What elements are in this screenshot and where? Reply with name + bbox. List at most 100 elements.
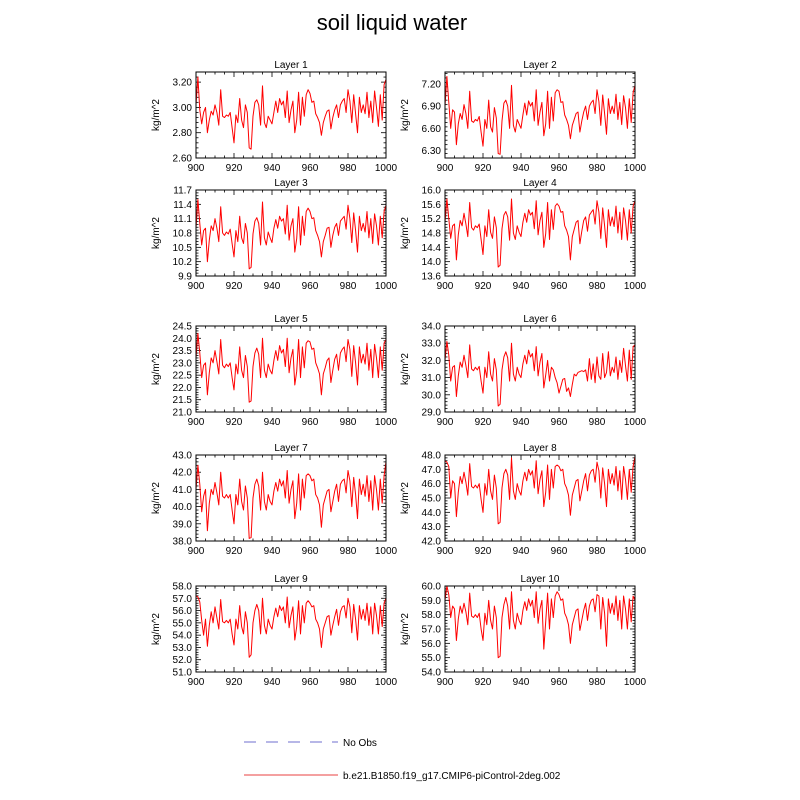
panel-3-ytick-label: 10.8 <box>173 229 193 240</box>
panel-2-ytick-label: 6.60 <box>422 124 442 135</box>
panel-10-ytick-label: 56.0 <box>422 639 442 650</box>
panel-10-xtick-label: 940 <box>513 677 530 688</box>
panel-1-ylabel: kg/m^2 <box>151 99 162 131</box>
panel-8-frame <box>444 454 636 542</box>
panel-8-ytick-label: 45.0 <box>422 494 442 505</box>
panel-8-ytick-label: 47.0 <box>422 465 442 476</box>
panel-8-series-line <box>444 456 636 525</box>
panel-5-ytick-label: 23.5 <box>173 346 193 357</box>
panel-9-xtick-label: 900 <box>188 677 205 688</box>
panel-4-ytick-label: 14.4 <box>422 243 442 254</box>
panel-6-xtick-label: 920 <box>475 417 492 428</box>
panel-7-xtick-label: 960 <box>302 546 319 557</box>
panel-5-title: Layer 5 <box>274 314 308 325</box>
panel-2-xtick-label: 920 <box>475 163 492 174</box>
panel-3-ytick-label: 10.2 <box>173 257 193 268</box>
legend-label-model: b.e21.B1850.f19_g17.CMIP6-piControl-2deg… <box>343 771 561 782</box>
panel-9-xtick-label: 920 <box>226 677 243 688</box>
panel-1-xtick-label: 900 <box>188 163 205 174</box>
panel-4-xtick-label: 900 <box>437 281 454 292</box>
panel-7-ylabel: kg/m^2 <box>151 482 162 514</box>
panel-9-xtick-label: 940 <box>264 677 281 688</box>
panel-8-ytick-label: 42.0 <box>422 537 442 548</box>
panel-9-ytick-label: 53.0 <box>173 643 193 654</box>
panel-6-ytick-label: 29.0 <box>422 408 442 419</box>
panel-4-xtick-label: 960 <box>551 281 568 292</box>
panel-2-xtick-label: 940 <box>513 163 530 174</box>
panel-8-xtick-label: 980 <box>589 546 606 557</box>
panel-6-series-line <box>444 340 636 407</box>
panel-6-ytick-label: 32.0 <box>422 356 442 367</box>
panel-1-title: Layer 1 <box>274 60 308 71</box>
panel-1-ytick-label: 3.00 <box>173 103 193 114</box>
panel-9-xtick-label: 1000 <box>375 677 398 688</box>
panel-5-ytick-label: 23.0 <box>173 358 193 369</box>
panel-6-xtick-label: 940 <box>513 417 530 428</box>
panel-9-title: Layer 9 <box>274 574 308 585</box>
panel-7-xtick-label: 1000 <box>375 546 398 557</box>
panel-10-frame <box>444 585 636 673</box>
panel-6: Layer 6 kg/m^2 900 920 940 960 980 1000 29.0 30.0… <box>400 314 647 428</box>
panel-4-title: Layer 4 <box>523 178 557 189</box>
panel-5-series-line <box>195 332 387 403</box>
panel-3: Layer 3 kg/m^2 900 920 940 960 980 1000 9.9 10.2 1… <box>151 178 398 292</box>
panel-9-xtick-label: 980 <box>340 677 357 688</box>
panel-3-xtick-label: 900 <box>188 281 205 292</box>
panel-5-ytick-label: 24.0 <box>173 334 193 345</box>
panel-10-title: Layer 10 <box>521 574 560 585</box>
panel-9-ytick-label: 52.0 <box>173 655 193 666</box>
panel-2: Layer 2 kg/m^2 900 920 940 960 980 1000 6.30 6.60… <box>400 60 647 174</box>
panel-10-xtick-label: 900 <box>437 677 454 688</box>
panel-3-series-line <box>195 199 387 270</box>
panel-3-ylabel: kg/m^2 <box>151 217 162 249</box>
panel-10-series-line <box>444 585 636 659</box>
panel-2-ytick-label: 7.20 <box>422 79 442 90</box>
panel-2-xtick-label: 960 <box>551 163 568 174</box>
panel-9: Layer 9 kg/m^2 900 920 940 960 980 1000 51.0 52.0… <box>151 574 398 688</box>
panel-1: Layer 1 kg/m^2 900 920 940 960 980 1000 2.60 2.80… <box>151 60 398 174</box>
panel-4-xtick-label: 1000 <box>624 281 647 292</box>
panel-1-xtick-label: 980 <box>340 163 357 174</box>
panel-4-frame <box>444 189 636 277</box>
panel-1-frame <box>195 71 387 159</box>
panel-3-xtick-label: 980 <box>340 281 357 292</box>
panel-7-ytick-label: 39.0 <box>173 519 193 530</box>
panel-9-ytick-label: 56.0 <box>173 606 193 617</box>
panel-1-xtick-label: 940 <box>264 163 281 174</box>
legend: No Obs b.e21.B1850.f19_g17.CMIP6-piContr… <box>244 738 561 782</box>
panel-10: Layer 10 kg/m^2 900 920 940 960 980 1000 54.0 55.… <box>400 574 647 688</box>
panel-5-xtick-label: 920 <box>226 417 243 428</box>
panel-5-xtick-label: 1000 <box>375 417 398 428</box>
panel-4-ylabel: kg/m^2 <box>400 217 411 249</box>
panel-6-ytick-label: 31.0 <box>422 373 442 384</box>
panel-4: Layer 4 kg/m^2 900 920 940 960 980 1000 13.6 14.0… <box>400 178 647 292</box>
panel-8-ytick-label: 48.0 <box>422 451 442 462</box>
panel-3-ytick-label: 11.7 <box>173 186 192 197</box>
panel-7-xtick-label: 900 <box>188 546 205 557</box>
panel-2-ylabel: kg/m^2 <box>400 99 411 131</box>
panel-2-frame <box>444 71 636 159</box>
panel-6-xtick-label: 900 <box>437 417 454 428</box>
panel-1-ytick-label: 3.20 <box>173 78 193 89</box>
panel-7-xtick-label: 920 <box>226 546 243 557</box>
panel-5-ylabel: kg/m^2 <box>151 353 162 385</box>
panel-4-xtick-label: 980 <box>589 281 606 292</box>
panel-9-ytick-label: 58.0 <box>173 582 193 593</box>
panel-10-ytick-label: 59.0 <box>422 596 442 607</box>
legend-label-no-obs: No Obs <box>343 738 377 749</box>
panel-5-ytick-label: 21.0 <box>173 408 193 419</box>
panel-10-xtick-label: 960 <box>551 677 568 688</box>
panel-8-title: Layer 8 <box>523 443 557 454</box>
panel-8-xtick-label: 1000 <box>624 546 647 557</box>
panel-8: Layer 8 kg/m^2 900 920 940 960 980 1000 42.0 43.0… <box>400 443 647 557</box>
panel-3-ytick-label: 11.1 <box>173 214 192 225</box>
panel-8-ylabel: kg/m^2 <box>400 482 411 514</box>
panel-6-xtick-label: 960 <box>551 417 568 428</box>
panel-4-ytick-label: 14.8 <box>422 229 442 240</box>
panel-7-ytick-label: 41.0 <box>173 485 193 496</box>
panel-7-xtick-label: 940 <box>264 546 281 557</box>
panel-8-xtick-label: 920 <box>475 546 492 557</box>
panel-7-xtick-label: 980 <box>340 546 357 557</box>
figure-title: soil liquid water <box>317 10 467 35</box>
